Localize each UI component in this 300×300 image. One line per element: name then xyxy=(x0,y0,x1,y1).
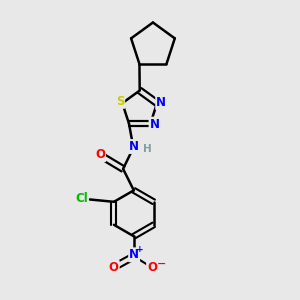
Text: −: − xyxy=(157,259,166,269)
Text: H: H xyxy=(142,144,151,154)
Text: N: N xyxy=(129,140,139,153)
Text: N: N xyxy=(156,96,166,109)
Text: Cl: Cl xyxy=(75,192,88,205)
Text: N: N xyxy=(129,248,139,261)
Text: +: + xyxy=(136,245,144,254)
Text: O: O xyxy=(109,261,119,274)
Text: O: O xyxy=(147,261,157,274)
Text: O: O xyxy=(95,148,105,161)
Text: S: S xyxy=(116,95,124,108)
Text: N: N xyxy=(149,118,160,130)
